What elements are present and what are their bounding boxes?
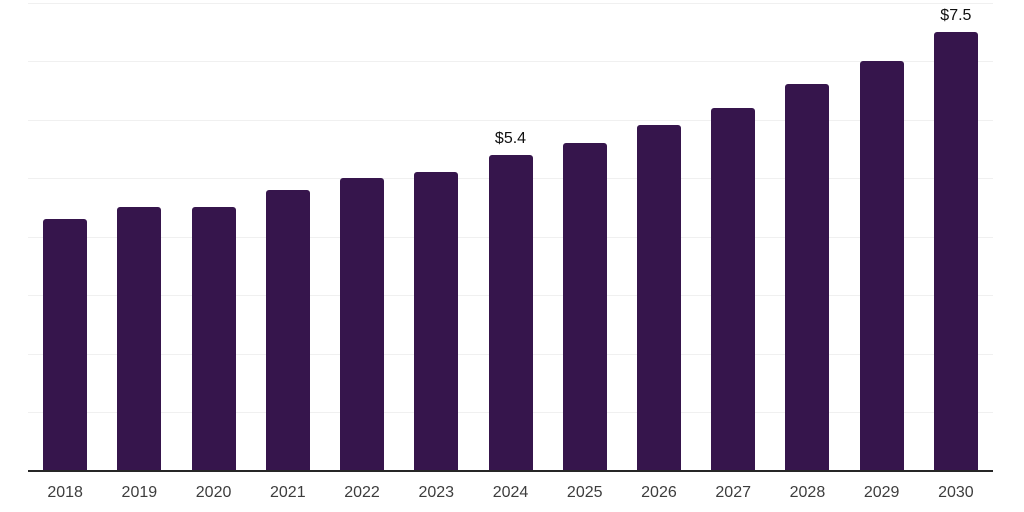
bar-2027 <box>711 107 756 472</box>
x-tick-label-2028: 2028 <box>789 484 826 501</box>
bar-2028 <box>785 84 830 472</box>
x-axis-line <box>28 470 993 472</box>
bar-2024 <box>488 154 533 472</box>
x-tick-label-2024: 2024 <box>492 484 529 501</box>
bar-2029 <box>859 61 904 472</box>
x-tick-label-2022: 2022 <box>344 484 380 501</box>
x-tick-label-2018: 2018 <box>47 484 83 501</box>
bar-2026 <box>636 125 681 472</box>
gridline <box>28 119 993 121</box>
bar-2022 <box>340 178 385 472</box>
x-tick-label-2021: 2021 <box>270 484 306 501</box>
bar-2030 <box>933 31 978 472</box>
x-tick-label-2023: 2023 <box>418 484 455 501</box>
bar-2021 <box>265 189 310 472</box>
gridline <box>28 61 993 62</box>
bar-2018 <box>43 218 88 472</box>
bar-2025 <box>562 142 607 472</box>
x-tick-label-2030: 2030 <box>938 484 974 501</box>
x-tick-label-2027: 2027 <box>715 484 751 501</box>
gridline <box>28 2 993 4</box>
bar-2023 <box>414 172 459 472</box>
bar-2020 <box>191 207 236 472</box>
x-tick-label-2026: 2026 <box>641 484 677 501</box>
x-tick-label-2020: 2020 <box>195 484 232 501</box>
value-label-2024: $5.4 <box>494 129 527 147</box>
value-label-2030: $7.5 <box>940 6 972 24</box>
x-tick-label-2025: 2025 <box>566 484 603 501</box>
bar-2019 <box>117 207 162 472</box>
x-tick-label-2029: 2029 <box>863 484 900 501</box>
x-tick-label-2019: 2019 <box>121 484 158 501</box>
